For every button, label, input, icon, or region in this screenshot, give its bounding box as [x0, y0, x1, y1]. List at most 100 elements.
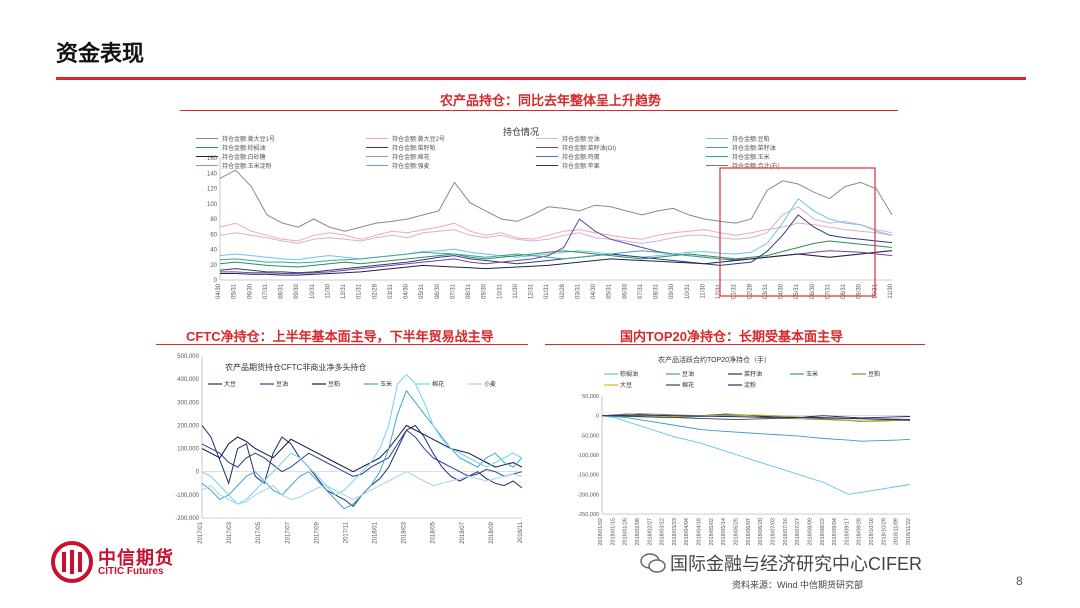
legend-item: 持仓金额:豆粕 [706, 134, 770, 143]
legend-label: 持仓金额:棉花 [392, 155, 430, 161]
legend-label: 持仓金额:强麦 [392, 164, 430, 170]
x-tick-label: 2018/03 [402, 521, 408, 543]
x-tick-label: 2018/08/22 [820, 518, 826, 546]
series-line-5 [201, 471, 523, 505]
x-tick-label: 11/30 [888, 283, 894, 298]
legend-label: 持仓金额:菜籽油 [732, 146, 776, 152]
x-tick-label: 08/31 [654, 283, 660, 299]
x-tick-label: 08/31 [466, 283, 472, 299]
logo-text-en: CITIC Futures [98, 566, 164, 577]
y-tick-label: 0 [196, 470, 200, 476]
x-tick-label: 2018/09/17 [844, 518, 850, 546]
legend-label: 豆粕 [328, 380, 340, 388]
y-tick-label: 20 [210, 263, 217, 269]
x-tick-label: 2018/04/18 [697, 518, 703, 546]
legend-label: 持仓金额:棕榈油 [222, 146, 266, 152]
top-section-title: 农产品持仓：同比去年整体呈上升趋势 [440, 93, 662, 108]
x-tick-label: 09/30 [669, 283, 675, 299]
x-tick-label: 2017/05 [256, 521, 262, 543]
x-tick-label: 10/31 [310, 283, 316, 299]
y-tick-label: -100,000 [577, 453, 599, 459]
title-divider [56, 77, 1026, 80]
legend-label: 持仓金额:黄大豆2号 [392, 137, 446, 143]
y-tick-label: 50,000 [582, 394, 599, 400]
x-tick-label: 07/31 [450, 283, 456, 299]
legend-item: 持仓金额:菜籽油 [706, 143, 776, 152]
legend-label: 玉米 [380, 380, 392, 388]
x-tick-label: 2018/01/26 [623, 518, 629, 546]
watermark-text: 国际金融与经济研究中心CIFER [670, 554, 922, 574]
x-tick-label: 05/31 [232, 283, 238, 299]
x-tick-label: 05/31 [607, 283, 613, 299]
y-tick-label: 200,000 [177, 423, 199, 429]
legend-label: 菜籽油 [744, 370, 762, 378]
y-tick-label: 0 [214, 278, 218, 284]
x-tick-label: 12/31 [716, 283, 722, 299]
x-tick-label: 2018/11/22 [906, 518, 912, 545]
legend-item: 持仓金额:合计(右) [706, 161, 780, 170]
x-tick-label: 2018/01 [373, 521, 379, 543]
x-tick-label: 07/31 [825, 283, 831, 299]
legend-label: 豆油 [682, 370, 694, 378]
legend-label: 持仓金额:菜籽油(OI) [562, 146, 616, 152]
legend-label: 持仓金额:黄大豆1号 [222, 137, 276, 143]
x-tick-label: 11/30 [700, 283, 706, 298]
legend-label: 小麦 [484, 380, 496, 388]
right-chart-title: 农产品活跃合约TOP20净持仓（手） [658, 355, 771, 364]
left-chart-title: 农产品期货持仓CFTC非商业净多头持仓 [225, 362, 366, 372]
x-tick-label: 2018/03/12 [660, 518, 666, 546]
x-tick-label: 11/30 [513, 283, 519, 298]
x-tick-label: 2018/02/27 [647, 518, 653, 546]
legend-item: 持仓金额:菜籽油(OI) [536, 143, 616, 152]
x-tick-label: 2018/05/14 [721, 518, 727, 546]
y-tick-label: -100,000 [175, 493, 199, 499]
x-tick-label: 01/31 [732, 283, 738, 299]
legend-swatch [196, 156, 218, 157]
x-tick-label: 06/30 [622, 283, 628, 299]
series-line-1 [601, 415, 911, 442]
series-line-8 [220, 250, 893, 276]
series-line-4 [219, 240, 893, 268]
x-tick-label: 2017/11 [343, 521, 349, 543]
y-tick-label: 120 [207, 187, 218, 193]
series-line-2 [219, 206, 893, 244]
top-chart: 0 20 40 60 80 100 120 140 160 04/30 05/31 06/30 07/3… [207, 156, 894, 299]
x-tick-label: 09/30 [857, 283, 863, 299]
x-tick-label: 2018/01/15 [610, 518, 616, 546]
legend-label: 淀粉 [744, 381, 756, 389]
legend-swatch [536, 156, 558, 157]
legend-swatch [196, 138, 218, 139]
x-tick-label: 2017/07 [285, 521, 291, 543]
x-tick-label: 06/30 [435, 283, 441, 299]
legend-swatch [366, 156, 388, 157]
series-line-5 [219, 214, 893, 274]
y-tick-label: -250,000 [577, 512, 599, 518]
legend-swatch [536, 138, 558, 139]
highlight-box [719, 167, 876, 297]
legend-item: 持仓金额:棉花 [366, 152, 430, 161]
legend-swatch [366, 147, 388, 148]
x-tick-label: 06/30 [810, 283, 816, 299]
legend-swatch [366, 138, 388, 139]
legend-label: 持仓金额:玉米淀粉 [222, 164, 272, 170]
page-number: 8 [1016, 574, 1023, 588]
legend-swatch [706, 156, 728, 157]
series-line-3 [201, 389, 523, 510]
right-section-title: 国内TOP20净持仓：长期受基本面主导 [620, 329, 843, 344]
legend-label: 豆粕 [868, 370, 880, 378]
x-tick-label: 04/30 [779, 283, 785, 299]
x-tick-label: 10/31 [685, 283, 691, 299]
x-tick-label: 02/28 [560, 283, 566, 299]
series-line-3 [219, 197, 893, 261]
legend-item: 持仓金额:强麦 [366, 161, 430, 170]
x-tick-label: 2018/04/04 [684, 518, 690, 546]
y-tick-label: 0 [596, 414, 599, 420]
x-tick-label: 07/31 [638, 283, 644, 299]
x-tick-label: 2018/11 [518, 521, 524, 543]
x-tick-label: 03/31 [388, 283, 394, 299]
legend-label: 大豆 [620, 381, 632, 389]
legend-item: 持仓金额:棕榈油 [196, 143, 266, 152]
x-tick-label: 2018/10/29 [881, 518, 887, 546]
y-tick-label: -200,000 [577, 492, 599, 498]
